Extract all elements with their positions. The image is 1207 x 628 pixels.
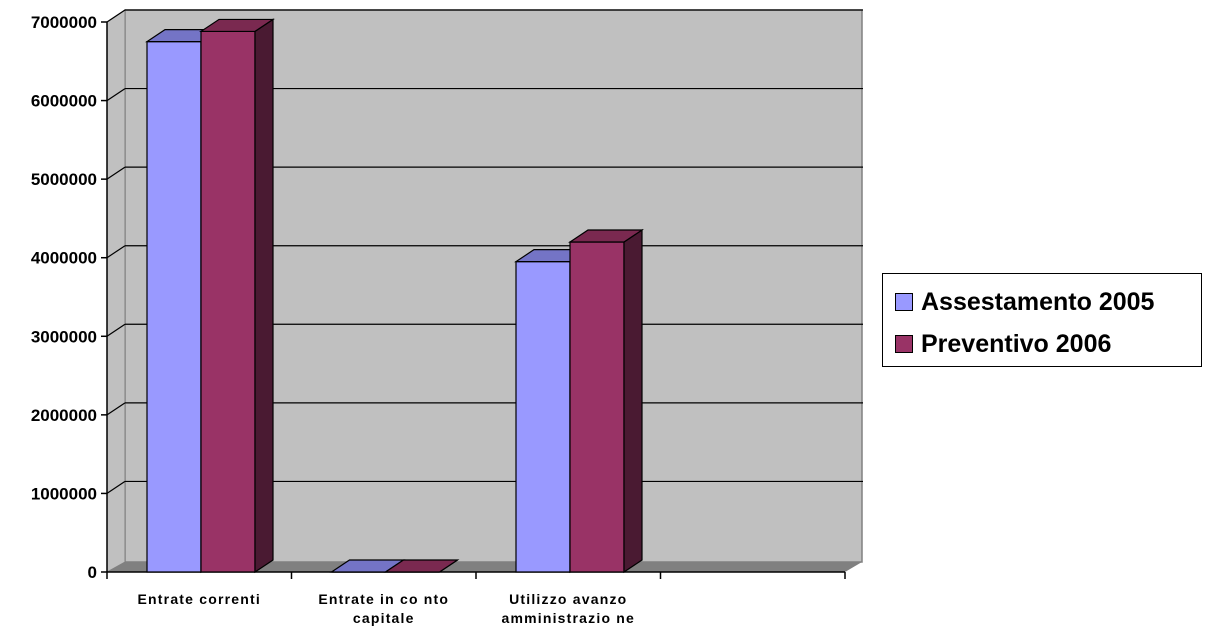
y-tick-label: 1000000 bbox=[31, 484, 97, 503]
gridline-side bbox=[106, 402, 126, 416]
bar-front bbox=[515, 261, 571, 573]
bar-front bbox=[200, 30, 256, 573]
gridline-side bbox=[106, 166, 126, 180]
gridline-side bbox=[106, 88, 126, 102]
y-tick-label: 7000000 bbox=[31, 13, 97, 32]
y-axis: 0 1000000 2000000 3000000 4000000 5000000 6000… bbox=[31, 13, 107, 582]
legend-swatch-series-2 bbox=[895, 335, 913, 353]
y-tick-label: 6000000 bbox=[31, 92, 97, 111]
y-tick-label: 5000000 bbox=[31, 170, 97, 189]
chart-floor bbox=[107, 562, 862, 572]
y-tick-label: 0 bbox=[88, 563, 97, 582]
bar bbox=[199, 18, 275, 574]
y-tick-label: 2000000 bbox=[31, 406, 97, 425]
x-tick-label: Entrate in co nto bbox=[318, 591, 449, 607]
gridline-side bbox=[106, 323, 126, 337]
y-tick-label: 3000000 bbox=[31, 327, 97, 346]
y-tick-label: 4000000 bbox=[31, 249, 97, 268]
bars bbox=[145, 18, 644, 574]
gridline-side bbox=[106, 9, 126, 23]
bar bbox=[383, 559, 460, 573]
gridline-side bbox=[106, 245, 126, 259]
legend-label-series-2: Preventivo 2006 bbox=[921, 329, 1112, 358]
bar bbox=[568, 228, 644, 574]
bar-top bbox=[199, 18, 275, 33]
gridline-side bbox=[106, 480, 126, 494]
bar-top bbox=[568, 229, 644, 243]
legend-swatch-series-1 bbox=[895, 293, 913, 311]
bar-top bbox=[383, 559, 460, 573]
legend: Assestamento 2005 Preventivo 2006 bbox=[882, 273, 1202, 367]
x-tick-label: Entrate correnti bbox=[138, 591, 261, 607]
bar-front bbox=[569, 241, 625, 573]
bar-side bbox=[623, 228, 643, 574]
x-tick-label: amministrazio ne bbox=[501, 610, 635, 626]
bar-side bbox=[254, 18, 274, 574]
bar-front bbox=[146, 41, 202, 573]
x-axis: Entrate correnti Entrate in co nto capital… bbox=[106, 572, 846, 626]
legend-item-series-2: Preventivo 2006 bbox=[895, 329, 1111, 359]
legend-item-series-1: Assestamento 2005 bbox=[895, 287, 1154, 317]
x-tick-label: capitale bbox=[353, 610, 415, 626]
legend-label-series-1: Assestamento 2005 bbox=[921, 287, 1155, 316]
x-tick-label: Utilizzo avanzo bbox=[509, 591, 627, 607]
